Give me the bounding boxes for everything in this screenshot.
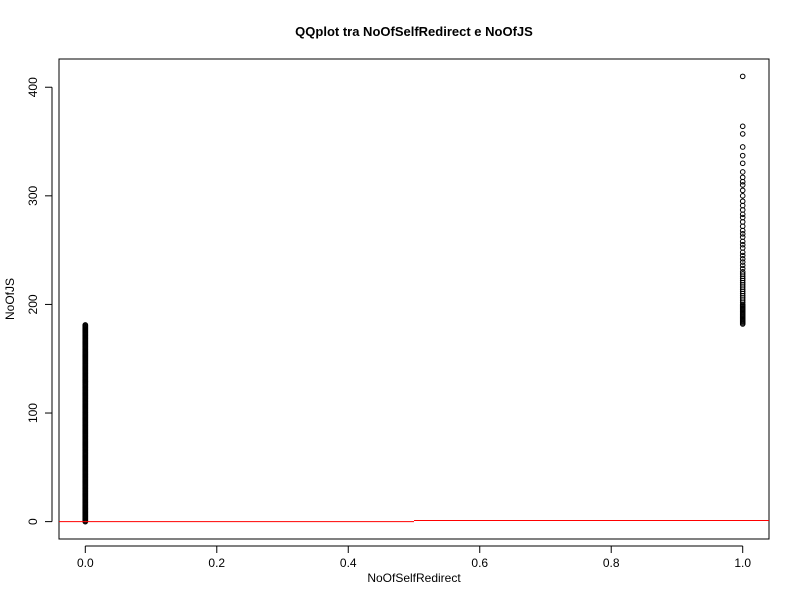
data-point <box>739 152 746 159</box>
plot-area-border <box>58 58 770 540</box>
x-tick-label: 0.8 <box>603 556 620 570</box>
data-point <box>739 160 746 167</box>
data-point <box>739 256 746 262</box>
y-tick-label: 200 <box>26 294 40 314</box>
data-point <box>739 182 746 188</box>
data-point <box>739 245 746 251</box>
x-tick-label: 1.0 <box>734 556 751 570</box>
data-point <box>739 187 746 194</box>
data-point <box>739 198 746 205</box>
x-axis-label: NoOfSelfRedirect <box>367 571 461 585</box>
y-tick-label: 300 <box>26 186 40 206</box>
data-point <box>739 259 746 265</box>
data-point <box>739 193 746 199</box>
data-point <box>82 322 89 328</box>
y-tick-label: 100 <box>26 403 40 423</box>
data-point <box>739 144 746 150</box>
data-point <box>739 131 746 137</box>
reference-line <box>59 520 769 523</box>
data-point <box>739 123 746 130</box>
data-point <box>739 262 746 269</box>
data-point <box>739 234 746 240</box>
data-point <box>739 231 746 237</box>
data-point <box>739 214 746 221</box>
data-point <box>739 271 746 277</box>
data-point <box>739 269 746 275</box>
data-point <box>739 174 746 181</box>
y-axis: 0 100 200 300 400 <box>26 77 53 525</box>
x-tick-label: 0.4 <box>340 556 357 570</box>
y-tick-label: 0 <box>26 518 40 525</box>
y-axis-label: NoOfJS <box>3 278 17 320</box>
x-tick-label: 0.2 <box>208 556 225 570</box>
data-point <box>739 265 746 272</box>
data-point <box>739 169 746 175</box>
data-point <box>739 73 746 80</box>
data-point <box>739 252 746 259</box>
x-axis: 0.0 0.2 0.4 0.6 0.8 1.0 <box>77 545 751 570</box>
y-tick-label: 400 <box>26 77 40 97</box>
data-point <box>739 241 746 248</box>
chart-title: QQplot tra NoOfSelfRedirect e NoOfJS <box>295 24 533 39</box>
x-tick-label: 0.0 <box>77 556 94 570</box>
x-tick-label: 0.6 <box>471 556 488 570</box>
data-points <box>82 73 746 525</box>
